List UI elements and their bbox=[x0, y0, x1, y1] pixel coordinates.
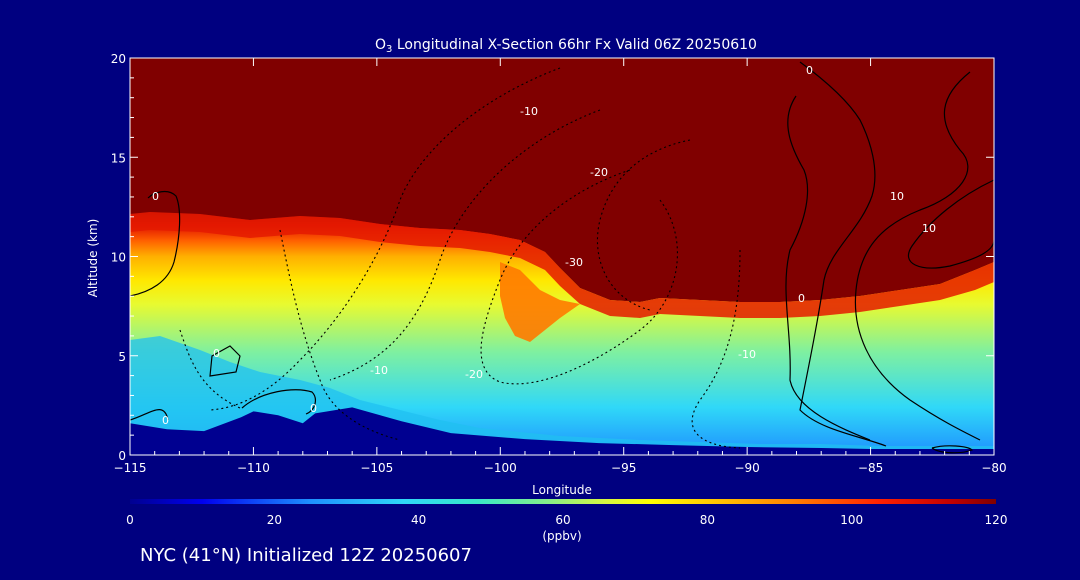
x-tick-label: −80 bbox=[981, 461, 1006, 475]
contour-label: 10 bbox=[922, 222, 936, 235]
colorbar-tick-label: 120 bbox=[985, 513, 1008, 527]
contour-label: -20 bbox=[465, 368, 483, 381]
colorbar-unit: (ppbv) bbox=[542, 529, 581, 543]
x-tick-label: −85 bbox=[858, 461, 883, 475]
contour-dotted-3 bbox=[480, 169, 678, 385]
y-tick-label: 20 bbox=[111, 52, 126, 66]
x-tick-label: −105 bbox=[360, 461, 393, 475]
contour-dotted-1 bbox=[209, 67, 561, 411]
contour-solid-east-4 bbox=[907, 179, 994, 269]
colorbar-tick-label: 40 bbox=[411, 513, 426, 527]
colorbar-tick-label: 60 bbox=[555, 513, 570, 527]
x-tick-label: −100 bbox=[484, 461, 517, 475]
contour-label: -10 bbox=[738, 348, 756, 361]
x-axis: −115 −110 −105 −100 −95 −90 −85 −80 bbox=[114, 58, 1007, 475]
x-tick-label: −115 bbox=[114, 461, 147, 475]
contour-label: -10 bbox=[370, 364, 388, 377]
x-tick-label: −110 bbox=[237, 461, 270, 475]
contour-label: 0 bbox=[798, 292, 805, 305]
contour-solid-mid bbox=[241, 389, 316, 415]
y-tick-label: 10 bbox=[111, 251, 126, 265]
contour-dotted-7 bbox=[179, 329, 241, 409]
contour-label: 0 bbox=[806, 64, 813, 77]
contour-dotted-6 bbox=[279, 229, 401, 441]
contour-label: 0 bbox=[213, 347, 220, 360]
x-tick-label: −95 bbox=[611, 461, 636, 475]
colorbar-ticks: 0 20 40 60 80 100 120 bbox=[126, 513, 1007, 527]
x-axis-label: Longitude bbox=[532, 483, 592, 497]
contour-label: 10 bbox=[890, 190, 904, 203]
contour-lines bbox=[130, 61, 994, 454]
contour-solid-east-2 bbox=[785, 95, 871, 441]
contour-label: 0 bbox=[152, 190, 159, 203]
plot-area: 0 0 0 -10 -20 -30 0 -10 -20 -10 0 0 10 1… bbox=[130, 58, 994, 455]
contour-labels: 0 0 0 -10 -20 -30 0 -10 -20 -10 0 0 10 1… bbox=[152, 64, 936, 427]
y-axis: 0 5 10 15 20 bbox=[111, 52, 994, 463]
contour-dotted-2 bbox=[329, 109, 601, 381]
colorbar-tick-label: 100 bbox=[840, 513, 863, 527]
contour-solid-lowwest bbox=[130, 409, 169, 421]
y-axis-label: Altitude (km) bbox=[86, 219, 100, 298]
contour-solid-east-1 bbox=[799, 61, 887, 447]
tropopause-band bbox=[130, 212, 994, 318]
stratospheric-ozone-region bbox=[130, 58, 994, 302]
colorbar-tick-label: 0 bbox=[126, 513, 134, 527]
contour-label: 0 bbox=[162, 414, 169, 427]
terrain bbox=[130, 407, 994, 455]
contour-label: -30 bbox=[565, 256, 583, 269]
x-tick-label: −90 bbox=[734, 461, 759, 475]
contour-label: -10 bbox=[520, 105, 538, 118]
contour-label: 0 bbox=[310, 402, 317, 415]
contour-solid-pocket bbox=[209, 345, 241, 377]
contour-label: -20 bbox=[590, 166, 608, 179]
contour-solid-west bbox=[130, 190, 181, 297]
contour-solid-east-3 bbox=[854, 71, 981, 441]
colorbar-tick-label: 20 bbox=[267, 513, 282, 527]
y-tick-label: 5 bbox=[118, 350, 126, 364]
contour-solid-small-loop bbox=[931, 445, 974, 454]
colorbar bbox=[130, 499, 996, 504]
y-tick-label: 0 bbox=[118, 449, 126, 463]
footer-caption: NYC (41°N) Initialized 12Z 20250607 bbox=[140, 545, 472, 566]
colorbar-tick-label: 80 bbox=[700, 513, 715, 527]
chart-title: O3 Longitudinal X-Section 66hr Fx Valid … bbox=[375, 37, 757, 55]
y-tick-label: 15 bbox=[111, 151, 126, 165]
ozone-tongue bbox=[500, 262, 580, 342]
contour-dotted-4 bbox=[596, 139, 691, 311]
